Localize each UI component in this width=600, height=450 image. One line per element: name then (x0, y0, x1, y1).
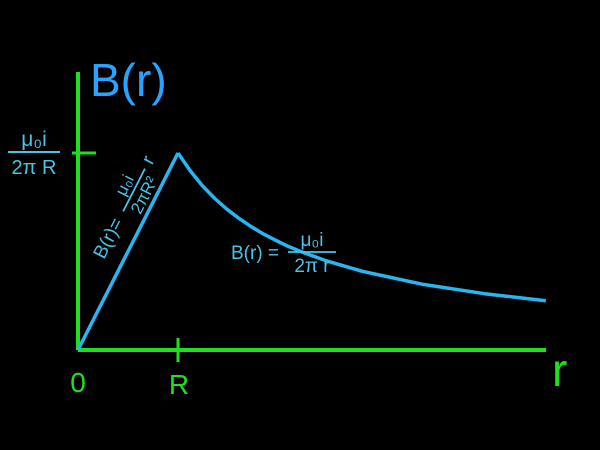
annotation-outside: B(r) = μ₀i 2π r (231, 230, 336, 277)
y-tick-denominator: 2π R (12, 157, 57, 179)
y-tick-label: μ₀i 2π R (8, 128, 60, 179)
annotation-outside-numerator: μ₀i (300, 230, 323, 251)
x-axis-label: r (552, 344, 567, 396)
annotation-inside-suffix: r (138, 152, 160, 168)
x-tick-label-0: 0 (70, 367, 86, 398)
annotation-inside-prefix: B(r)= (90, 215, 128, 263)
series-inside-line (76, 152, 180, 351)
annotation-outside-prefix: B(r) = (231, 243, 279, 264)
y-tick-numerator: μ₀i (21, 128, 46, 151)
annotation-outside-denominator: 2π r (294, 256, 330, 277)
y-axis-label: B(r) (90, 54, 167, 106)
annotation-inside: B(r)= μ₀i 2πR² r (90, 152, 162, 263)
x-tick-label-r: R (169, 369, 189, 400)
series-outside-line (176, 152, 547, 303)
annotation-inside-fraction-bar (122, 168, 146, 212)
